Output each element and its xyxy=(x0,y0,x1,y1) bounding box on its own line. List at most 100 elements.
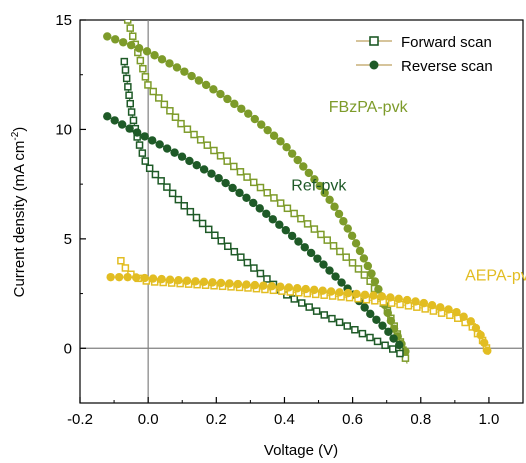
data-point xyxy=(221,178,230,188)
y-axis-label-superscript: -2 xyxy=(10,131,21,140)
plot-frame xyxy=(79,19,524,404)
data-point xyxy=(141,73,150,81)
data-point xyxy=(299,162,308,171)
data-point xyxy=(290,295,299,303)
data-point xyxy=(135,141,144,149)
data-point xyxy=(237,104,246,113)
data-point xyxy=(459,312,468,321)
data-point xyxy=(372,315,381,324)
x-tick-label: 1.0 xyxy=(478,411,499,428)
data-point xyxy=(216,89,225,99)
data-point xyxy=(367,269,376,278)
data-point xyxy=(242,280,251,289)
data-point xyxy=(318,286,327,295)
data-point xyxy=(121,264,130,272)
data-point xyxy=(250,264,258,272)
data-point xyxy=(223,157,231,165)
data-point xyxy=(117,120,127,129)
data-point xyxy=(476,330,485,340)
data-point xyxy=(174,195,183,204)
data-point xyxy=(162,144,172,153)
data-point xyxy=(348,259,357,267)
data-point xyxy=(235,188,244,198)
data-point xyxy=(315,181,324,191)
data-point xyxy=(342,253,350,261)
data-point xyxy=(125,91,133,99)
data-point xyxy=(210,146,218,155)
data-point xyxy=(138,149,147,157)
data-point xyxy=(255,204,264,213)
data-point xyxy=(374,284,383,294)
data-point xyxy=(103,112,112,121)
data-point xyxy=(287,231,297,241)
data-point xyxy=(123,20,132,24)
data-point xyxy=(297,214,305,223)
data-point xyxy=(216,278,226,288)
y-tick-label: 10 xyxy=(55,121,72,138)
data-point xyxy=(304,168,314,178)
data-point xyxy=(209,85,218,94)
data-point xyxy=(360,271,369,279)
x-tick-label: 0.8 xyxy=(410,411,431,428)
data-point xyxy=(199,277,209,287)
legend: Forward scan Reverse scan xyxy=(356,34,493,75)
data-point xyxy=(383,308,393,318)
data-point xyxy=(343,322,351,330)
data-point xyxy=(282,143,291,152)
data-point xyxy=(326,287,336,296)
data-point xyxy=(386,316,396,325)
data-point xyxy=(230,247,239,256)
legend-forward-marker xyxy=(369,36,379,46)
data-point xyxy=(347,231,357,241)
data-point xyxy=(262,209,271,219)
data-point xyxy=(320,311,329,319)
data-point xyxy=(103,32,112,41)
data-point xyxy=(142,47,152,56)
data-point xyxy=(163,183,171,191)
data-point xyxy=(389,345,397,353)
data-point xyxy=(386,293,395,302)
data-point xyxy=(230,162,238,171)
data-point xyxy=(174,276,183,285)
data-point xyxy=(224,242,232,251)
data-point xyxy=(351,239,361,248)
data-point xyxy=(180,202,188,210)
data-point xyxy=(293,155,302,165)
data-point xyxy=(177,119,185,128)
data-point xyxy=(427,301,437,310)
data-point xyxy=(129,116,138,125)
data-point xyxy=(276,199,285,207)
data-point xyxy=(352,289,361,299)
data-point xyxy=(369,291,378,300)
data-point xyxy=(144,81,152,89)
data-point xyxy=(199,165,209,174)
data-point xyxy=(303,220,312,228)
data-point xyxy=(120,57,129,66)
data-point xyxy=(117,256,125,265)
data-point xyxy=(354,265,363,273)
data-point xyxy=(402,295,412,305)
data-point xyxy=(243,173,251,181)
data-point xyxy=(337,278,346,287)
data-point xyxy=(301,284,310,294)
x-axis-label: Voltage (V) xyxy=(264,442,338,459)
data-point xyxy=(297,299,306,307)
data-point xyxy=(360,290,370,299)
data-point xyxy=(276,137,285,146)
data-point xyxy=(359,254,369,263)
data-point xyxy=(194,76,204,85)
y-tick-label: 5 xyxy=(64,231,72,248)
data-point xyxy=(165,59,174,68)
data-point xyxy=(201,80,211,90)
data-point xyxy=(139,64,147,73)
data-point xyxy=(186,207,195,216)
x-tick-label: -0.2 xyxy=(67,411,93,428)
data-point xyxy=(290,209,298,218)
data-point xyxy=(452,307,461,317)
data-point xyxy=(140,273,149,283)
data-point xyxy=(325,195,334,204)
x-tick-label: 0.4 xyxy=(274,411,295,428)
x-tick-label: 0.2 xyxy=(206,411,227,428)
data-point xyxy=(325,266,334,275)
